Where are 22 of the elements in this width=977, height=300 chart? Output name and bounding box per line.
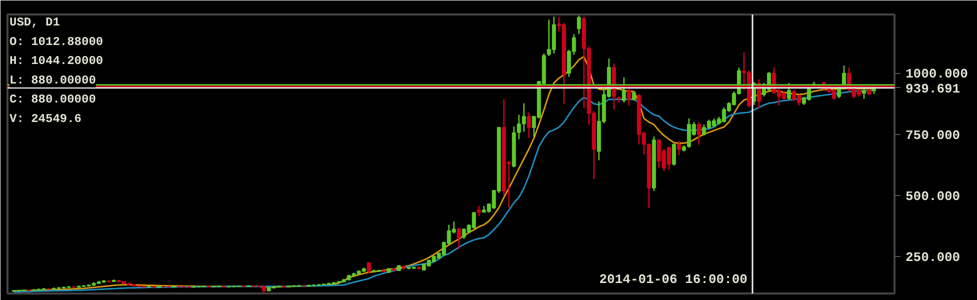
candlestick (696, 121, 701, 146)
annotation: V: 24549.6 (10, 112, 82, 126)
candlestick (456, 227, 461, 250)
annotation: 2014-01-06 16:00:00 (599, 272, 748, 287)
annotation: L: 880.00000 (10, 73, 96, 88)
candlestick (672, 142, 676, 166)
annotation: C: 880.00000 (10, 92, 96, 107)
annotation: O: 1012.88000 (10, 34, 104, 49)
candlestick (576, 15, 581, 35)
y-tick-label: 250.000 (906, 250, 960, 266)
candlestick (626, 88, 631, 106)
y-tick-label: 500.000 (906, 188, 960, 204)
candlestick (526, 112, 531, 139)
ref-line-label: 939.691 (906, 81, 960, 96)
y-tick-label: 750.000 (906, 128, 960, 143)
chart-title: USD, D1 (10, 16, 60, 30)
candlestick (476, 205, 481, 217)
annotation: H: 1044.20000 (10, 54, 104, 68)
candlestick (676, 140, 681, 156)
y-tick-label: 1000.000 (906, 66, 968, 82)
candlestick (632, 90, 636, 102)
candlestick (862, 88, 866, 100)
